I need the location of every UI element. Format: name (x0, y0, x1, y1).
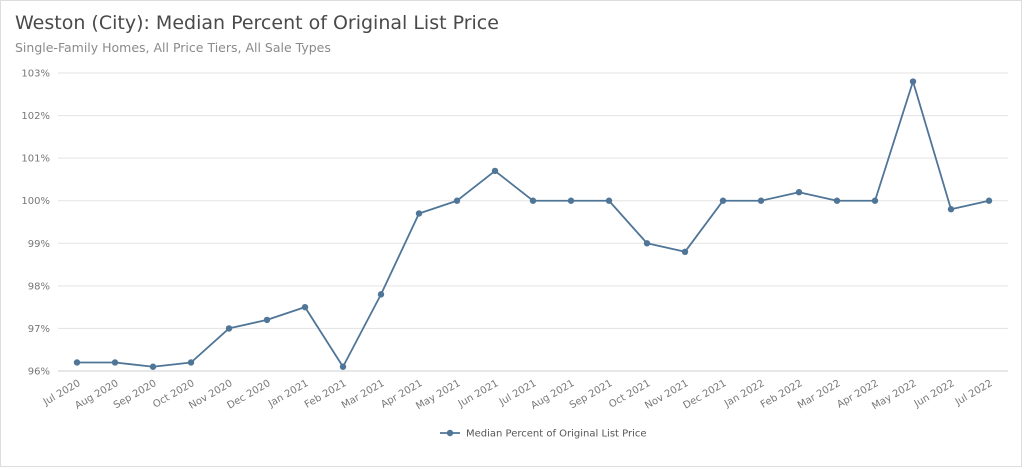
y-axis-ticks: 96% 97% 98% 99% 100% 101% 102% 103% (21, 69, 50, 378)
data-point[interactable] (567, 197, 575, 204)
y-tick-label: 96% (28, 367, 50, 378)
data-point[interactable] (73, 359, 81, 366)
series-line (77, 80, 990, 368)
x-tick-label: Jul 2022 (953, 378, 995, 408)
data-point[interactable] (415, 210, 423, 217)
x-tick-label: Aug 2020 (73, 378, 120, 412)
data-point[interactable] (263, 316, 271, 324)
chart-title: Weston (City): Median Percent of Origina… (15, 12, 499, 34)
data-point[interactable] (111, 359, 119, 366)
data-point[interactable] (453, 197, 461, 204)
x-tick-label: Jun 2022 (912, 378, 957, 410)
data-point[interactable] (491, 167, 499, 175)
legend-label: Median Percent of Original List Price (466, 429, 647, 440)
x-tick-label: Mar 2022 (796, 378, 843, 411)
x-tick-label: Jun 2021 (456, 378, 501, 410)
data-point[interactable] (681, 248, 689, 255)
y-tick-label: 98% (28, 281, 50, 292)
x-tick-label: Sep 2020 (112, 378, 159, 411)
data-point[interactable] (339, 363, 347, 370)
gridlines (58, 72, 1008, 372)
x-tick-label: Mar 2021 (340, 378, 387, 411)
x-tick-label: Sep 2021 (568, 378, 615, 411)
data-point[interactable] (947, 206, 955, 213)
y-tick-label: 97% (28, 324, 50, 335)
x-tick-label: Dec 2020 (225, 378, 272, 412)
x-tick-label: Aug 2021 (529, 378, 576, 412)
x-tick-label: Dec 2021 (681, 378, 728, 412)
data-point[interactable] (529, 197, 537, 204)
y-tick-label: 99% (28, 239, 50, 250)
data-point[interactable] (757, 197, 765, 204)
data-point[interactable] (605, 197, 613, 204)
data-point[interactable] (225, 325, 233, 332)
data-point[interactable] (377, 291, 385, 298)
data-point[interactable] (149, 363, 157, 370)
data-point[interactable] (833, 197, 841, 204)
y-tick-label: 102% (21, 111, 50, 122)
y-tick-label: 100% (21, 196, 50, 207)
chart-subtitle: Single-Family Homes, All Price Tiers, Al… (15, 40, 331, 55)
data-point[interactable] (301, 303, 309, 311)
data-point[interactable] (985, 197, 993, 204)
data-point[interactable] (795, 189, 803, 196)
y-tick-label: 101% (21, 154, 50, 165)
series-group (73, 78, 993, 370)
x-tick-label: Jan 2022 (722, 378, 767, 410)
data-point[interactable] (871, 197, 879, 204)
legend[interactable]: Median Percent of Original List Price (440, 429, 647, 440)
x-tick-label: Jan 2021 (266, 378, 311, 410)
data-point[interactable] (643, 240, 651, 247)
y-tick-label: 103% (21, 69, 50, 80)
data-point[interactable] (909, 78, 917, 85)
data-point[interactable] (719, 197, 727, 204)
legend-marker (446, 429, 454, 437)
data-point[interactable] (187, 359, 195, 366)
